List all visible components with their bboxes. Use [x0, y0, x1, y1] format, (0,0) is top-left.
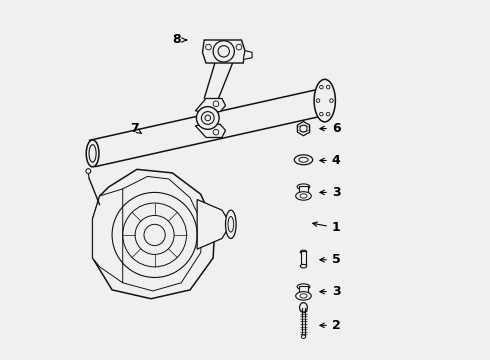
- Circle shape: [86, 168, 91, 174]
- Circle shape: [196, 107, 219, 129]
- Circle shape: [218, 46, 229, 57]
- Ellipse shape: [314, 79, 335, 122]
- Ellipse shape: [86, 140, 99, 167]
- Circle shape: [326, 112, 330, 116]
- Circle shape: [206, 44, 211, 50]
- Polygon shape: [297, 122, 310, 136]
- Text: 8: 8: [172, 33, 187, 46]
- Circle shape: [316, 99, 320, 102]
- Text: 1: 1: [313, 221, 341, 234]
- Circle shape: [330, 99, 333, 102]
- Ellipse shape: [228, 216, 234, 232]
- Polygon shape: [105, 176, 202, 291]
- Circle shape: [213, 129, 219, 135]
- Text: 4: 4: [320, 154, 341, 167]
- Circle shape: [213, 41, 234, 62]
- Ellipse shape: [299, 157, 308, 162]
- Circle shape: [236, 44, 242, 50]
- Circle shape: [205, 115, 211, 121]
- Ellipse shape: [300, 264, 307, 268]
- Circle shape: [326, 85, 330, 89]
- Ellipse shape: [295, 192, 311, 200]
- Circle shape: [319, 85, 323, 89]
- Polygon shape: [243, 51, 252, 59]
- Polygon shape: [197, 199, 231, 249]
- Bar: [301, 251, 306, 266]
- Ellipse shape: [300, 194, 307, 198]
- Ellipse shape: [89, 145, 96, 162]
- Polygon shape: [93, 169, 215, 299]
- Circle shape: [213, 101, 219, 107]
- Circle shape: [201, 112, 214, 124]
- Ellipse shape: [225, 210, 236, 238]
- Circle shape: [319, 112, 323, 116]
- Text: 7: 7: [130, 122, 142, 135]
- Text: 6: 6: [320, 122, 341, 135]
- Polygon shape: [196, 99, 225, 112]
- Ellipse shape: [299, 303, 307, 312]
- Ellipse shape: [294, 155, 313, 165]
- Ellipse shape: [297, 184, 310, 190]
- Circle shape: [300, 125, 307, 132]
- Bar: [299, 186, 308, 194]
- Text: 5: 5: [320, 253, 341, 266]
- Ellipse shape: [300, 250, 307, 254]
- Polygon shape: [93, 189, 122, 283]
- Text: 2: 2: [320, 319, 341, 332]
- Ellipse shape: [301, 335, 306, 338]
- Polygon shape: [196, 123, 225, 138]
- Polygon shape: [202, 40, 245, 63]
- Bar: [299, 286, 308, 294]
- Text: 3: 3: [320, 285, 341, 298]
- Circle shape: [144, 224, 165, 246]
- Ellipse shape: [295, 292, 311, 300]
- Ellipse shape: [300, 294, 307, 298]
- Polygon shape: [90, 89, 326, 167]
- Ellipse shape: [297, 284, 310, 289]
- Text: 3: 3: [320, 186, 341, 199]
